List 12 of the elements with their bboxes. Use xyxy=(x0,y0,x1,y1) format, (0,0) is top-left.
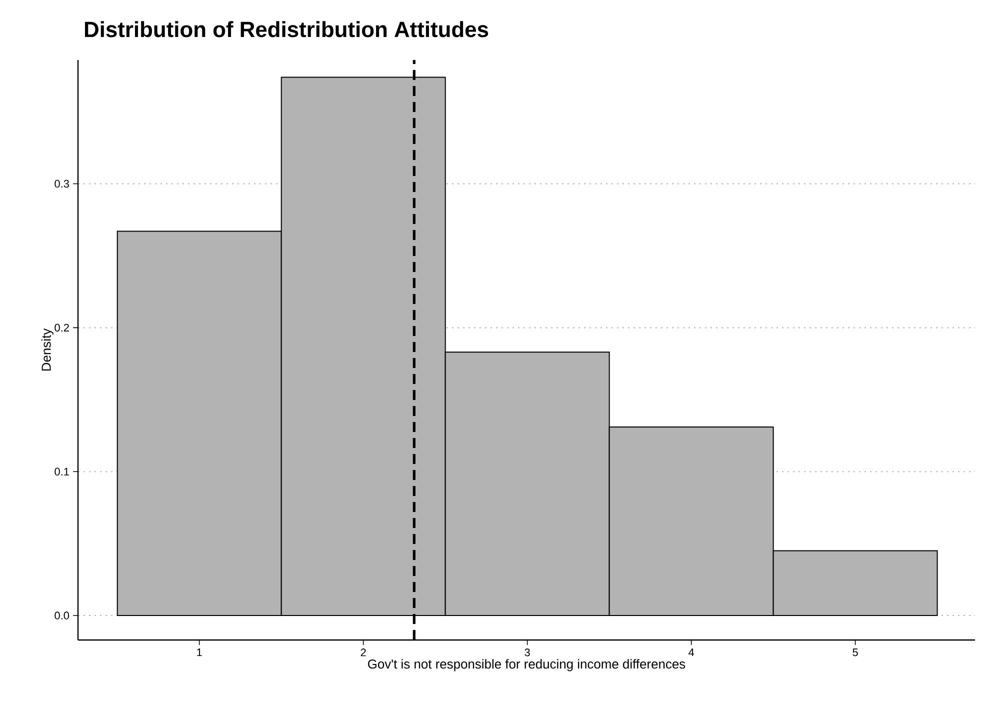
y-tick-label: 0.1 xyxy=(54,468,69,476)
y-tick-label: 0.2 xyxy=(54,324,69,332)
y-axis-title: Density xyxy=(41,328,54,371)
y-tick-label: 0.0 xyxy=(54,612,70,620)
x-tick-label: 5 xyxy=(852,648,858,656)
chart-title: Distribution of Redistribution Attitudes xyxy=(84,21,488,38)
y-tick-label: 0.3 xyxy=(54,180,69,188)
x-tick-label: 1 xyxy=(197,648,202,656)
x-axis-title: Gov't is not responsible for reducing income differences xyxy=(368,659,686,672)
x-tick-label: 4 xyxy=(688,648,694,656)
x-tick-label: 3 xyxy=(524,648,530,656)
x-tick-label: 2 xyxy=(360,648,366,656)
